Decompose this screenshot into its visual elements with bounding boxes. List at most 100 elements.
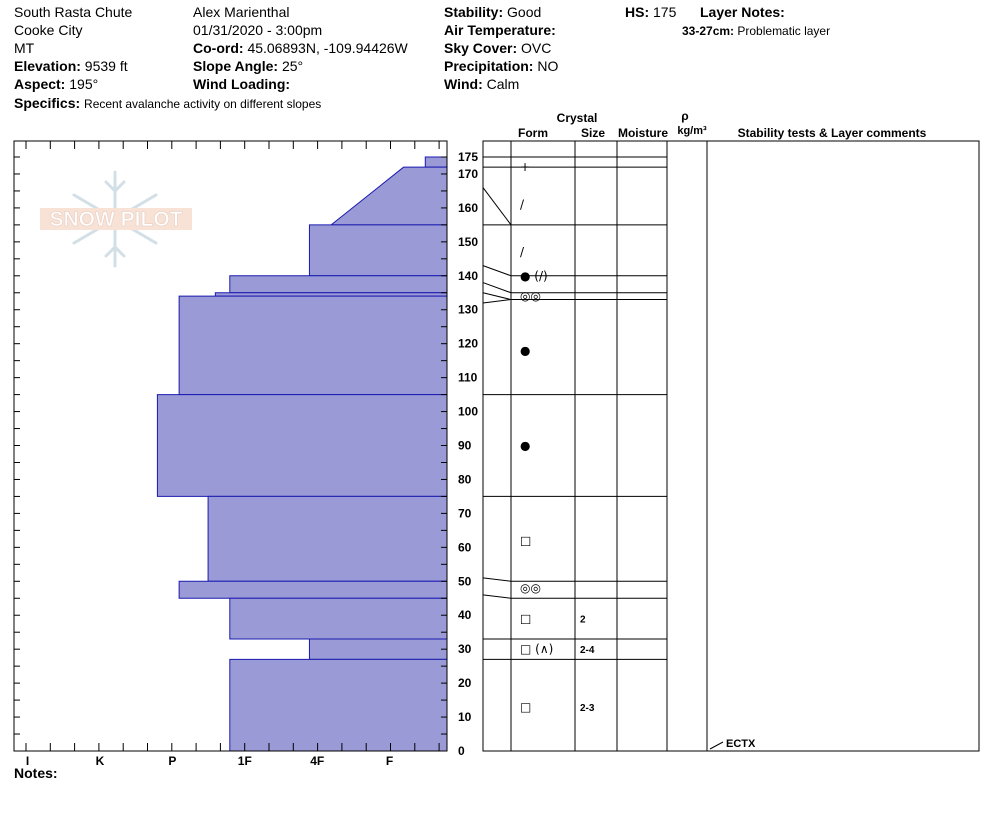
size-header: Size — [581, 126, 605, 140]
crystal-size-9: 2 — [580, 615, 586, 626]
y-tick-label-160: 160 — [458, 201, 478, 215]
hardness-layer-3 — [229, 275, 448, 294]
layer-note-text: Problematic layer — [737, 24, 831, 38]
hardness-layer-11 — [229, 658, 448, 752]
wind-loading-field: Wind Loading: — [193, 75, 290, 93]
stability-label: Stability: — [444, 4, 504, 20]
crystal-header: Crystal — [557, 111, 598, 125]
specifics-label: Specifics: — [14, 95, 81, 111]
y-tick-label-80: 80 — [458, 472, 472, 486]
hs-value: 175 — [653, 4, 677, 20]
y-tick-label-20: 20 — [458, 676, 472, 690]
crystal-size-11: 2-3 — [580, 703, 595, 714]
observer-name: Alex Marienthal — [193, 4, 290, 20]
y-tick-label-110: 110 — [458, 371, 478, 385]
area-name: Cooke City — [14, 22, 83, 38]
crystal-form-6: ● — [520, 439, 530, 453]
wind-value: Calm — [486, 76, 520, 92]
hardness-layer-2 — [308, 224, 448, 277]
y-tick-label-130: 130 — [458, 303, 478, 317]
hs-field: HS: 175 — [625, 3, 676, 21]
logo-banner — [40, 208, 192, 230]
hardness-layer-7 — [207, 495, 448, 582]
snowpilot-logo: SNOW PILOT — [40, 170, 192, 268]
layer-connector — [482, 265, 512, 277]
layer-note: 33-27cm: Problematic layer — [682, 22, 830, 40]
layer-connector — [482, 282, 512, 294]
moisture-header: Moisture — [618, 126, 668, 140]
hardness-label-I: I — [26, 754, 29, 768]
crystal-form-10: □ (∧) — [520, 642, 553, 656]
hardness-label-P: P — [168, 754, 176, 768]
crystal-form-9: □ — [520, 612, 531, 626]
crystal-form-7: □ — [520, 534, 531, 548]
y-tick-label-60: 60 — [458, 540, 472, 554]
y-tick-label-30: 30 — [458, 642, 472, 656]
slope-label: Slope Angle: — [193, 58, 279, 74]
y-tick-label-170: 170 — [458, 167, 478, 181]
form-header: Form — [518, 126, 548, 140]
wind-field: Wind: Calm — [444, 75, 519, 93]
state-name: MT — [14, 40, 35, 56]
profile-axes: 0 10 20 30 40 50 60 70 80 90 100 110 120 130 140 150 160… — [13, 140, 478, 768]
y-tick-label-40: 40 — [458, 608, 472, 622]
precip-field: Precipitation: NO — [444, 57, 558, 75]
y-tick-label-150: 150 — [458, 235, 478, 249]
crystal-size-10: 2-4 — [580, 645, 595, 656]
crystal-form-3: ● (/) — [520, 269, 548, 283]
location-name: South Rasta Chute — [14, 4, 133, 20]
hardness-layer-0 — [424, 156, 448, 168]
y-tick-label-10: 10 — [458, 710, 472, 724]
elevation-label: Elevation: — [14, 58, 81, 74]
specifics-field: Specifics: Recent avalanche activity on … — [14, 94, 321, 113]
logo-text: SNOW PILOT — [50, 208, 183, 231]
coord-value: 45.06893N, -109.94426W — [247, 40, 408, 56]
precip-value: NO — [537, 58, 559, 74]
observation-datetime: 01/31/2020 - 3:00pm — [193, 22, 323, 38]
crystal-form-8: ◎◎ — [520, 581, 541, 595]
elevation-value: 9539 ft — [84, 58, 128, 74]
crystal-form-2: / — [520, 245, 525, 259]
air-temp-field: Air Temperature: — [444, 21, 556, 39]
crystal-form-4: ◎◎ — [520, 289, 541, 303]
stability-test-pointer — [709, 741, 724, 750]
sky-field: Sky Cover: OVC — [444, 39, 551, 57]
y-tick-label-140: 140 — [458, 269, 478, 283]
hardness-layer-9 — [229, 597, 448, 640]
layer-notes-heading: Layer Notes: — [700, 3, 785, 21]
slope-field: Slope Angle: 25° — [193, 57, 303, 75]
hardness-profile — [156, 156, 448, 752]
stability-tests-header: Stability tests & Layer comments — [738, 126, 927, 140]
coord-label: Co-ord: — [193, 40, 244, 56]
y-tick-label-100: 100 — [458, 405, 478, 419]
crystal-form-1: / — [520, 198, 525, 212]
wind-label: Wind: — [444, 76, 483, 92]
hardness-label-F: F — [386, 754, 393, 768]
hardness-layer-4 — [214, 292, 448, 297]
precip-label: Precipitation: — [444, 58, 534, 74]
table-frame — [482, 140, 980, 752]
hardness-label-4F: 4F — [310, 754, 324, 768]
layer-notes-label: Layer Notes: — [700, 4, 785, 20]
rho-header: ρ — [681, 109, 688, 123]
stability-value: Good — [507, 4, 542, 20]
sky-value: OVC — [521, 40, 552, 56]
slope-value: 25° — [281, 58, 304, 74]
crystal-form-11: □ — [520, 700, 531, 714]
sky-label: Sky Cover: — [444, 40, 518, 56]
crystal-form-5: ● — [520, 343, 530, 357]
hs-label: HS: — [625, 4, 650, 20]
stability-field: Stability: Good — [444, 3, 541, 21]
hardness-label-K: K — [96, 754, 105, 768]
specifics-value: Recent avalanche activity on different s… — [84, 97, 322, 111]
y-tick-label-175: 175 — [458, 150, 478, 164]
notes-label: Notes: — [14, 765, 58, 781]
layer-table: + / / ● (/) ◎◎ ● ● □ ◎◎ □ 2 □ (∧) 2-4 □ 2-3 ECTX — [482, 140, 980, 752]
hardness-layer-5 — [178, 295, 448, 396]
layer-connector — [482, 292, 512, 301]
hardness-layer-8 — [178, 580, 448, 599]
y-tick-label-70: 70 — [458, 506, 472, 520]
aspect-field: Aspect: 195° — [14, 75, 98, 93]
layer-connector — [482, 299, 512, 304]
hardness-layer-1 — [329, 166, 448, 226]
